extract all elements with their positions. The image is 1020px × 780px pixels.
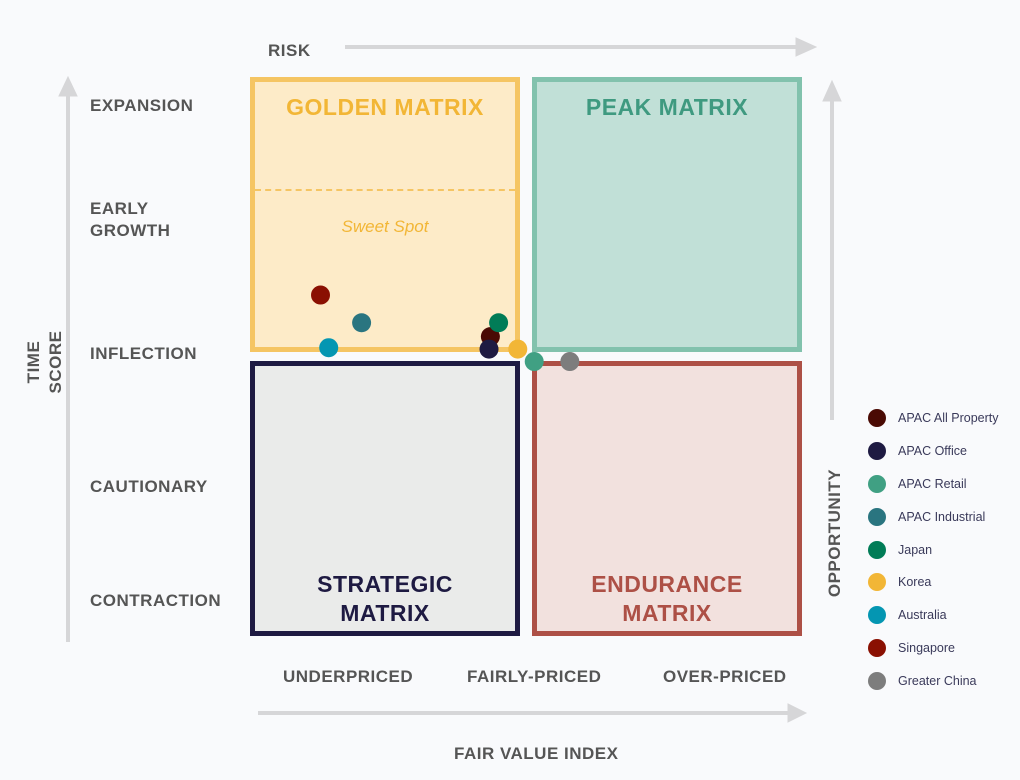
x-tick-over-priced: OVER-PRICED bbox=[663, 667, 787, 686]
legend: APAC All Property APAC Office APAC Retail A… bbox=[868, 402, 999, 697]
peak-matrix-title: PEAK MATRIX bbox=[585, 94, 749, 120]
legend-swatch bbox=[868, 540, 886, 559]
legend-label: APAC Retail bbox=[898, 476, 967, 491]
legend-label: Korea bbox=[898, 575, 932, 590]
legend-swatch bbox=[868, 507, 886, 526]
sweet-spot-label: Sweet Spot bbox=[341, 217, 429, 236]
legend-item: Korea bbox=[868, 566, 999, 599]
golden-matrix-title: GOLDEN MATRIX bbox=[286, 94, 484, 120]
strategic-matrix-quadrant: STRATEGIC MATRIX bbox=[250, 361, 520, 636]
endurance-matrix-title-1: ENDURANCE bbox=[591, 571, 743, 597]
endurance-matrix-title-2: MATRIX bbox=[622, 600, 712, 626]
legend-swatch bbox=[868, 442, 886, 461]
golden-matrix-quadrant: GOLDEN MATRIX Sweet Spot bbox=[250, 77, 520, 352]
endurance-matrix-quadrant: ENDURANCE MATRIX bbox=[532, 361, 802, 636]
x-tick-underpriced: UNDERPRICED bbox=[283, 667, 414, 686]
legend-item: Australia bbox=[868, 599, 999, 632]
legend-swatch bbox=[868, 409, 886, 428]
legend-item: Singapore bbox=[868, 632, 999, 665]
x-tick-fairly-priced: FAIRLY-PRICED bbox=[467, 667, 602, 686]
legend-item: Japan bbox=[868, 533, 999, 566]
legend-label: APAC All Property bbox=[898, 411, 999, 426]
right-axis-label: OPPORTUNITY bbox=[825, 468, 844, 598]
y-tick-cautionary: CAUTIONARY bbox=[90, 477, 208, 496]
legend-item: APAC Retail bbox=[868, 468, 999, 501]
strategic-matrix-title-2: MATRIX bbox=[340, 600, 430, 626]
legend-label: Australia bbox=[898, 608, 947, 623]
legend-label: APAC Industrial bbox=[898, 509, 986, 524]
legend-label: Greater China bbox=[898, 673, 977, 688]
x-axis-label: FAIR VALUE INDEX bbox=[454, 744, 619, 763]
legend-swatch bbox=[868, 606, 886, 625]
legend-item: APAC All Property bbox=[868, 402, 999, 435]
y-axis-label: TIME SCORE bbox=[24, 330, 65, 394]
legend-swatch bbox=[868, 573, 886, 592]
legend-item: Greater China bbox=[868, 664, 999, 697]
legend-label: APAC Office bbox=[898, 444, 968, 459]
y-tick-inflection: INFLECTION bbox=[90, 344, 197, 363]
legend-item: APAC Industrial bbox=[868, 500, 999, 533]
legend-label: Singapore bbox=[898, 640, 955, 655]
fair-value-arrowhead bbox=[787, 703, 808, 723]
opportunity-arrowhead bbox=[822, 79, 842, 102]
strategic-matrix-title-1: STRATEGIC bbox=[317, 571, 453, 597]
top-axis-label: RISK bbox=[268, 41, 311, 60]
legend-swatch bbox=[868, 671, 886, 690]
y-tick-expansion: EXPANSION bbox=[90, 96, 194, 115]
risk-arrowhead bbox=[795, 37, 818, 57]
y-tick-contraction: CONTRACTION bbox=[90, 591, 222, 610]
legend-swatch bbox=[868, 474, 886, 493]
peak-matrix-quadrant: PEAK MATRIX bbox=[532, 77, 802, 352]
time-score-arrowhead bbox=[58, 75, 78, 97]
y-tick-early-growth: EARLY GROWTH bbox=[90, 199, 171, 240]
sweet-spot-divider bbox=[255, 189, 515, 191]
legend-swatch bbox=[868, 638, 886, 657]
legend-label: Japan bbox=[898, 542, 933, 557]
legend-item: APAC Office bbox=[868, 435, 999, 468]
